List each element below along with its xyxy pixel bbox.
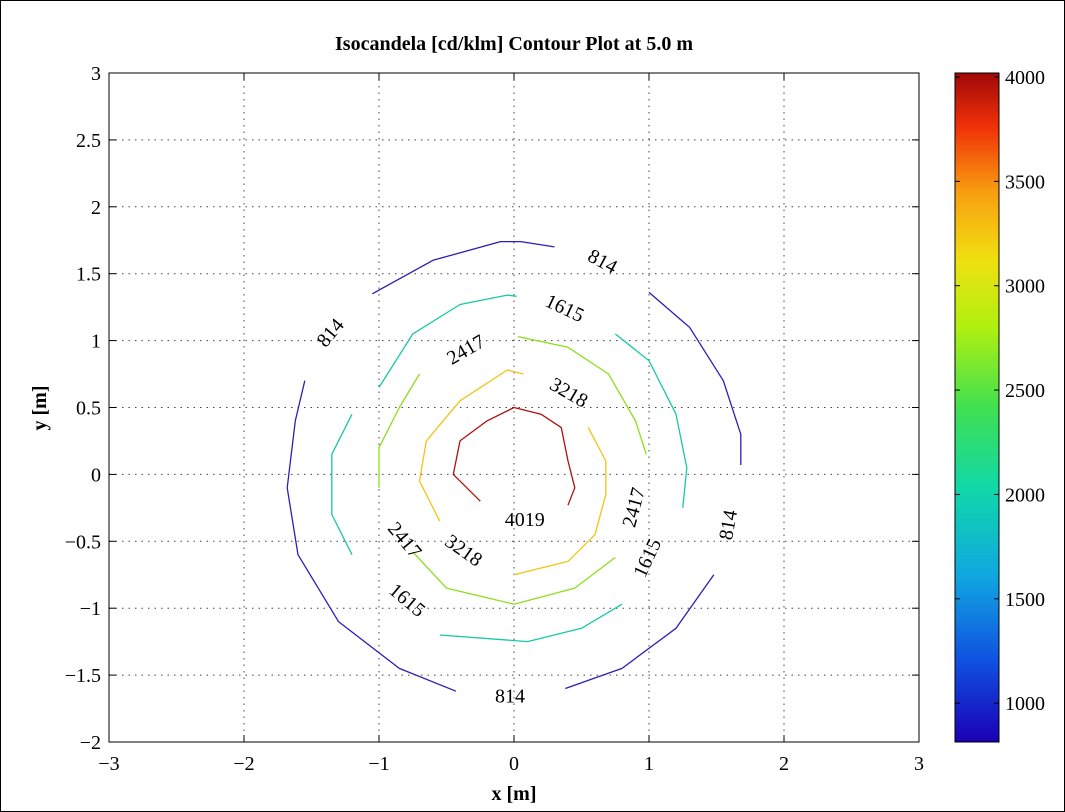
contour-label-814: 814	[715, 508, 742, 541]
contour-line-1615	[614, 333, 688, 508]
y-tick-label: 0.5	[76, 398, 101, 420]
contour-line-814	[565, 574, 715, 690]
contour-label-2417: 2417	[443, 331, 489, 370]
contour-label-4019: 4019	[505, 509, 545, 531]
contour-label-814: 814	[495, 685, 525, 707]
y-tick-label: 2	[91, 197, 101, 219]
colorbar-tick-label: 3500	[1005, 171, 1045, 193]
x-tick-label: 1	[644, 753, 654, 775]
y-axis-label: y [m]	[29, 386, 51, 431]
chart-title: Isocandela [cd/klm] Contour Plot at 5.0 …	[335, 33, 693, 55]
y-tick-label: 3	[91, 63, 101, 85]
colorbar-tick-label: 1500	[1005, 589, 1045, 611]
contour-label-1615: 1615	[385, 579, 430, 622]
y-tick-label: −1.5	[65, 665, 101, 687]
contour-line-1615	[378, 294, 517, 388]
contour-label-3218: 3218	[441, 530, 486, 571]
colorbar	[954, 72, 1000, 743]
contour-label-2417: 2417	[383, 518, 426, 563]
colorbar-tick-label: 2000	[1005, 484, 1045, 506]
contour-label-1615: 1615	[629, 535, 666, 581]
grid-lines	[109, 73, 919, 742]
x-tick-label: 0	[509, 753, 519, 775]
contour-line-814	[371, 240, 555, 295]
contour-line-814	[648, 291, 742, 465]
contour-label-814: 814	[584, 245, 621, 279]
contour-lines	[286, 240, 742, 692]
contour-label-3218: 3218	[546, 373, 592, 412]
x-tick-label: −1	[368, 753, 389, 775]
y-tick-label: −0.5	[65, 531, 101, 553]
contour-line-2417	[412, 551, 616, 605]
contour-line-1615	[439, 603, 623, 643]
contour-line-814	[286, 380, 457, 692]
y-tick-label: −1	[80, 598, 101, 620]
contour-label-1615: 1615	[542, 290, 588, 327]
colorbar-tick-label: 4000	[1005, 67, 1045, 89]
colorbar-ticks: 1000 1500 2000 2500 3000 3500 4000	[955, 67, 1045, 715]
x-tick-label: 3	[914, 753, 924, 775]
contour-label-814: 814	[313, 314, 349, 351]
colorbar-tick-label: 3000	[1005, 276, 1045, 298]
x-tick-label: −3	[98, 753, 119, 775]
y-tick-label: 0	[91, 464, 101, 486]
contour-line-1615	[331, 413, 353, 555]
y-tick-label: 1.5	[76, 264, 101, 286]
x-tick-label: 2	[779, 753, 789, 775]
y-tick-label: 1	[91, 331, 101, 353]
contour-line-4019	[452, 406, 576, 506]
contour-line-2417	[378, 373, 421, 488]
colorbar-tick-label: 2500	[1005, 380, 1045, 402]
contour-labels: 814 814 814 814 1615 1615 1615 2417 2417 2417 3218…	[313, 245, 742, 707]
x-axis-label: x [m]	[492, 783, 537, 805]
x-axis-ticks: −3 −2 −1 0 1 2 3	[98, 73, 924, 775]
y-axis-ticks: −2 −1.5 −1 −0.5 0 0.5 1 1.5 2 2.5 3	[65, 63, 919, 754]
x-tick-label: −2	[233, 753, 254, 775]
contour-line-2417	[517, 335, 647, 455]
colorbar-tick-label: 1000	[1005, 693, 1045, 715]
y-tick-label: 2.5	[76, 130, 101, 152]
contour-line-3218	[418, 369, 524, 522]
contour-label-2417: 2417	[618, 485, 650, 529]
y-tick-label: −2	[80, 732, 101, 754]
contour-line-3218	[513, 427, 607, 576]
